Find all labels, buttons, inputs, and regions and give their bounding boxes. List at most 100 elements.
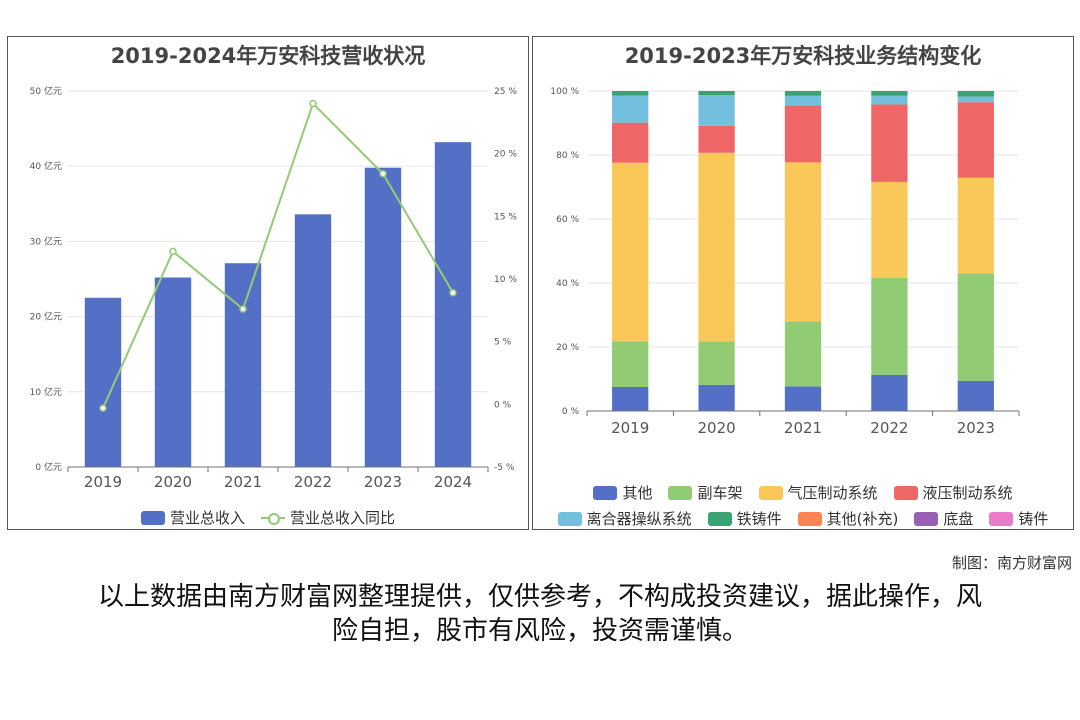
structure-bar-segment <box>612 387 649 411</box>
structure-bar-segment <box>698 384 735 411</box>
revenue-bar <box>154 277 192 467</box>
business-legend-item[interactable]: 铁铸件 <box>707 508 782 529</box>
y-right-tick-label: 25 % <box>494 87 517 97</box>
y-left-tick-label: 50 亿元 <box>30 85 62 97</box>
legend-swatch-revenue-yoy <box>261 511 285 525</box>
x-tick-label: 2024 <box>434 473 472 491</box>
business-legend-swatch <box>593 485 618 500</box>
business-structure-chart-panel: 2019-2023年万安科技业务结构变化 0 % 20 % 40 % 60 % 80 %… <box>532 36 1074 530</box>
structure-bar-segment <box>957 91 994 97</box>
x-tick-label: 2020 <box>154 473 192 491</box>
business-legend-item[interactable]: 底盘 <box>914 508 973 529</box>
legend-swatch-revenue <box>140 510 165 525</box>
structure-bar-segment <box>784 91 822 96</box>
disclaimer-text: 以上数据由南方财富网整理提供，仅供参考，不构成投资建议，据此操作，风 险自担，股… <box>40 580 1040 648</box>
structure-bar-segment <box>612 122 649 163</box>
structure-bar-segment <box>698 341 735 385</box>
y-right-tick-label: 0 % <box>494 400 512 410</box>
business-legend-label: 离合器操纵系统 <box>586 510 692 528</box>
business-legend-item[interactable]: 其他 <box>593 482 652 503</box>
x-tick-label: 2020 <box>698 419 736 437</box>
y-right-tick-label: 15 % <box>494 212 517 222</box>
business-legend-swatch <box>758 485 783 500</box>
structure-bar-segment <box>698 91 735 96</box>
business-structure-chart-plot: 0 % 20 % 40 % 60 % 80 % 100 % 2019 2020 2021 2022… <box>550 87 1020 437</box>
revenue-yoy-point <box>379 169 387 178</box>
business-legend-item[interactable]: 铸件 <box>989 508 1048 529</box>
business-legend-swatch <box>914 511 939 526</box>
structure-bar-segment <box>957 96 994 103</box>
disclaimer-line-2: 险自担，股市有风险，投资需谨慎。 <box>331 616 748 646</box>
structure-bar-segment <box>612 341 649 387</box>
business-legend-label: 底盘 <box>943 510 974 528</box>
structure-bar-segment <box>871 374 908 411</box>
business-legend-label: 液压制动系统 <box>922 484 1013 502</box>
business-legend-swatch <box>668 485 693 500</box>
business-legend-item[interactable]: 副车架 <box>668 482 743 503</box>
structure-bar-segment <box>871 91 908 96</box>
business-legend-item[interactable]: 液压制动系统 <box>893 482 1013 503</box>
revenue-yoy-point <box>449 289 457 297</box>
revenue-chart-panel: 2019-2024年万安科技营收状况 0 亿元 10 亿元 20 亿元 30 亿元 40… <box>7 36 529 530</box>
business-structure-legend-row-2: 离合器操纵系统 铁铸件 其他(补充) 底盘 铸件 <box>533 508 1073 529</box>
disclaimer-line-1: 以上数据由南方财富网整理提供，仅供参考，不构成投资建议，据此操作，风 <box>97 582 982 612</box>
y-tick-label: 60 % <box>556 215 579 225</box>
revenue-bar <box>224 263 262 467</box>
x-tick-label: 2022 <box>294 473 332 491</box>
revenue-yoy-point <box>169 247 177 256</box>
structure-bar-segment <box>871 95 908 105</box>
legend-item-revenue-yoy[interactable]: 营业总收入同比 <box>261 507 395 528</box>
x-tick-label: 2023 <box>364 473 402 491</box>
revenue-chart-title: 2019-2024年万安科技营收状况 <box>110 44 426 68</box>
x-tick-label: 2019 <box>84 473 122 491</box>
business-legend-item[interactable]: 其他(补充) <box>797 508 899 529</box>
structure-bar-segment <box>784 95 822 106</box>
y-left-tick-label: 0 亿元 <box>35 461 62 473</box>
legend-label-revenue: 营业总收入 <box>169 509 245 527</box>
business-legend-swatch <box>797 511 822 526</box>
y-right-tick-label: 5 % <box>494 338 512 348</box>
y-left-tick-label: 10 亿元 <box>30 386 62 398</box>
y-tick-label: 100 % <box>550 87 579 97</box>
structure-bar-segment <box>612 95 649 123</box>
structure-bar-segment <box>698 95 735 126</box>
y-left-tick-label: 40 亿元 <box>30 160 62 172</box>
revenue-bar <box>364 167 402 468</box>
business-structure-legend-row-1: 其他 副车架 气压制动系统 液压制动系统 <box>533 482 1073 503</box>
business-legend-swatch <box>893 485 918 500</box>
y-right-tick-label: 10 % <box>494 275 517 285</box>
revenue-bar <box>84 297 122 467</box>
business-legend-label: 其他(补充) <box>826 510 899 528</box>
structure-bar-segment <box>698 125 735 153</box>
structure-bar-segment <box>612 91 649 96</box>
x-tick-label: 2023 <box>957 419 995 437</box>
business-legend-item[interactable]: 离合器操纵系统 <box>557 508 692 529</box>
revenue-bar <box>294 214 332 467</box>
business-legend-item[interactable]: 气压制动系统 <box>758 482 878 503</box>
revenue-bar <box>434 142 472 468</box>
y-left-tick-label: 20 亿元 <box>30 311 62 323</box>
business-legend-swatch <box>707 511 732 526</box>
legend-item-revenue[interactable]: 营业总收入 <box>140 507 245 528</box>
business-legend-label: 铸件 <box>1018 510 1049 528</box>
structure-bar-segment <box>871 181 908 278</box>
y-tick-label: 40 % <box>556 279 579 289</box>
structure-bar-segment <box>612 162 649 342</box>
revenue-yoy-point <box>309 99 317 108</box>
y-left-tick-label: 30 亿元 <box>30 235 62 247</box>
business-legend-label: 其他 <box>622 484 653 502</box>
y-tick-label: 20 % <box>556 343 579 353</box>
structure-bar-segment <box>871 104 908 182</box>
business-legend-label: 铁铸件 <box>736 510 782 528</box>
chart-credit: 制图：南方财富网 <box>951 554 1072 572</box>
y-right-tick-label: -5 % <box>494 463 515 473</box>
structure-bar-segment <box>957 380 994 411</box>
structure-bar-segment <box>784 162 822 322</box>
structure-bar-segment <box>784 386 822 411</box>
x-tick-label: 2019 <box>611 419 649 437</box>
business-structure-chart-title: 2019-2023年万安科技业务结构变化 <box>624 44 982 68</box>
legend-label-revenue-yoy: 营业总收入同比 <box>290 509 396 527</box>
structure-bar-segment <box>784 321 822 387</box>
x-tick-label: 2022 <box>870 419 908 437</box>
structure-bar-segment <box>871 277 908 375</box>
